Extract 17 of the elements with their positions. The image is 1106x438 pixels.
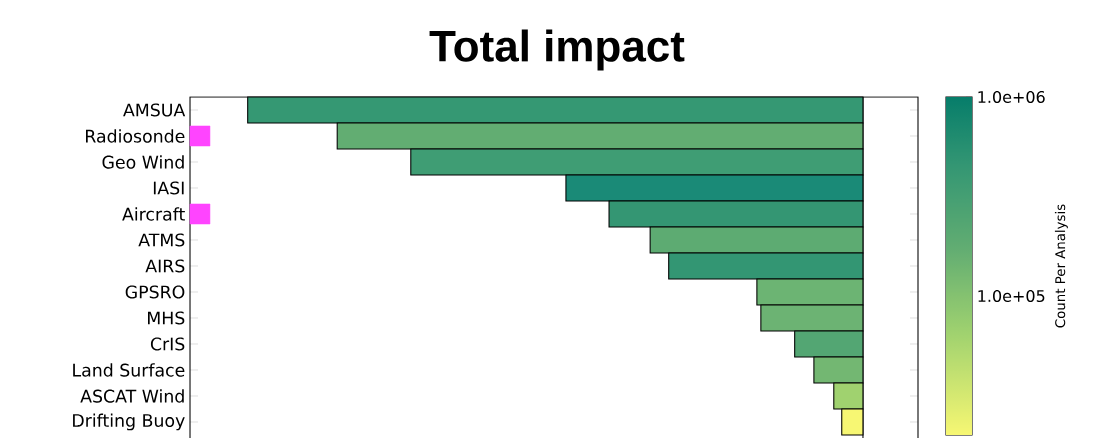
color-bar-label: 1.0e+05 (978, 289, 1045, 303)
y-tick-label: Geo Wind (102, 155, 184, 169)
color-bar-label: 1.0e+06 (978, 90, 1045, 104)
y-tick-label: Radiosonde (86, 129, 185, 143)
y-tick-label: MHS (148, 311, 185, 325)
chart-title: Total impact (429, 29, 685, 71)
y-tick-label: Land Surface (73, 363, 185, 377)
y-tick-label: ASCAT Wind (80, 389, 184, 403)
y-tick-label: Drifting Buoy (73, 413, 185, 431)
y-tick-label: ATMS (138, 233, 185, 247)
y-tick-label: IASI (153, 181, 184, 195)
y-tick-label: Aircraft (122, 207, 185, 221)
color-bar-title: Count Per Analysis (1054, 204, 1068, 328)
y-tick-label: AIRS (145, 259, 185, 273)
y-tick-label: CrIS (150, 337, 185, 351)
y-tick-label: GPSRO (125, 285, 185, 299)
y-tick-label: AMSUA (123, 103, 186, 117)
